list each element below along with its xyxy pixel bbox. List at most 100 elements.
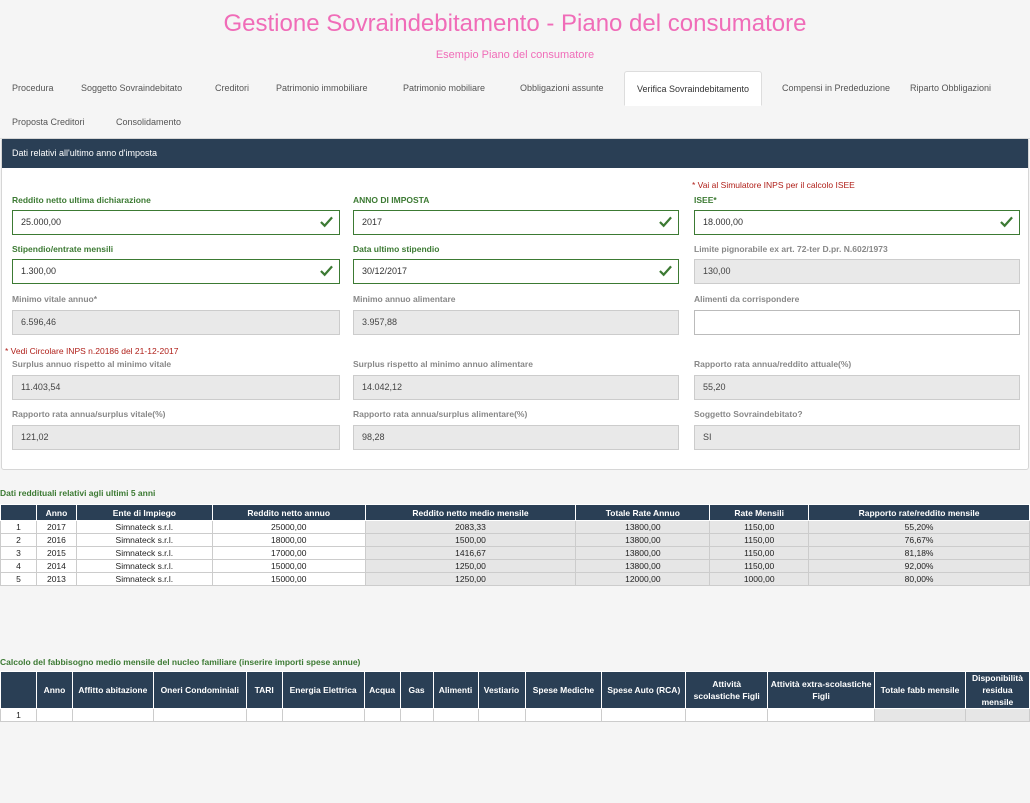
surplus-alimentare-field: 14.042,12: [353, 375, 679, 400]
check-icon: [1000, 216, 1013, 228]
table-input-cell[interactable]: [245, 708, 283, 722]
table-input-cell[interactable]: [71, 708, 154, 722]
table-cell: [964, 708, 1030, 722]
tab-procedura[interactable]: Procedura: [12, 83, 54, 93]
fabbisogno-section-title: Calcolo del fabbisogno medio mensile del…: [0, 657, 361, 667]
table-cell: 2017: [35, 520, 77, 534]
anno-imposta-input[interactable]: 2017: [353, 210, 679, 235]
check-icon: [659, 265, 672, 277]
table-cell: 25000,00: [211, 520, 366, 534]
tab-obbligazioni-assunte[interactable]: Obbligazioni assunte: [520, 83, 604, 93]
column-header: Gas: [399, 671, 434, 709]
table-cell: 2013: [35, 572, 77, 586]
column-header: Energia Elettrica: [281, 671, 365, 709]
tab-creditori[interactable]: Creditori: [215, 83, 250, 93]
table-cell: 13800,00: [575, 546, 711, 560]
table-input-cell[interactable]: [35, 708, 73, 722]
check-icon: [320, 216, 333, 228]
circolare-note-link[interactable]: * Vedi Circolare INPS n.20186 del 21-12-…: [5, 346, 179, 356]
panel-title: Dati relativi all'ultimo anno d'imposta: [2, 139, 1028, 168]
column-header: Acqua: [363, 671, 401, 709]
minimo-vitale-label: Minimo vitale annuo*: [12, 294, 98, 304]
column-header: Anno: [35, 504, 77, 521]
table-input-cell[interactable]: [432, 708, 479, 722]
tab-consolidamento[interactable]: Consolidamento: [116, 117, 182, 127]
column-header: Spese Mediche: [524, 671, 603, 709]
rapporto-vitale-label: Rapporto rata annua/surplus vitale(%): [12, 409, 166, 419]
table-input-cell[interactable]: [363, 708, 401, 722]
table-cell: 1150,00: [709, 546, 810, 560]
table-input-cell[interactable]: [601, 708, 687, 722]
limite-pignorabile-label: Limite pignorabile ex art. 72-ter D.pr. …: [694, 244, 888, 254]
table-cell: 92,00%: [808, 559, 1030, 573]
limite-pignorabile-field: 130,00: [694, 259, 1020, 284]
tab-proposta-creditori[interactable]: Proposta Creditori: [12, 117, 85, 127]
table-row: 4 2014 Simnateck s.r.l. 15000,00 1250,00 1380…: [0, 559, 1030, 573]
isee-input[interactable]: 18.000,00: [694, 210, 1020, 235]
tab-compensi-prededuzione[interactable]: Compensi in Prededuzione: [782, 83, 891, 93]
tab-patrimonio-mobiliare[interactable]: Patrimonio mobiliare: [403, 83, 486, 93]
column-header: Attività extra-scolastiche Figli: [767, 671, 876, 709]
isee-note-link[interactable]: * Vai al Simulatore INPS per il calcolo …: [692, 180, 855, 190]
column-header: Vestiario: [477, 671, 526, 709]
table-input-cell[interactable]: [685, 708, 769, 722]
table-cell: 55,20%: [808, 520, 1030, 534]
reddito-netto-input[interactable]: 25.000,00: [12, 210, 340, 235]
table-row: 2 2016 Simnateck s.r.l. 18000,00 1500,00 1380…: [0, 533, 1030, 547]
table-input-cell[interactable]: [399, 708, 434, 722]
table-header-row: Anno Affitto abitazione Oneri Condominiali…: [0, 671, 1030, 709]
table-cell: 13800,00: [575, 533, 711, 547]
anno-imposta-label: ANNO DI IMPOSTA: [353, 195, 430, 205]
table-cell: 13800,00: [575, 520, 711, 534]
tab-patrimonio-immobiliare[interactable]: Patrimonio immobiliare: [276, 83, 368, 93]
table-cell: Simnateck s.r.l.: [75, 546, 213, 560]
column-header: Rate Mensili: [709, 504, 810, 521]
minimo-alimentare-field: 3.957,88: [353, 310, 679, 335]
table-cell: Simnateck s.r.l.: [75, 533, 213, 547]
anno-imposta-value: 2017: [362, 217, 383, 227]
column-header: Rapporto rate/reddito mensile: [808, 504, 1030, 521]
tab-riparto-obbligazioni[interactable]: Riparto Obbligazioni: [910, 83, 992, 93]
reddito-netto-label: Reddito netto ultima dichiarazione: [12, 195, 151, 205]
minimo-vitale-field: 6.596,46: [12, 310, 340, 335]
table-header-row: Anno Ente di Impiego Reddito netto annuo Re…: [0, 504, 1030, 521]
surplus-vitale-field: 11.403,54: [12, 375, 340, 400]
tab-soggetto-sovraindebitato[interactable]: Soggetto Sovraindebitato: [81, 83, 183, 93]
check-icon: [659, 216, 672, 228]
table-cell: 80,00%: [808, 572, 1030, 586]
table-cell: 1000,00: [709, 572, 810, 586]
table-cell: 15000,00: [211, 572, 366, 586]
column-header: Alimenti: [432, 671, 479, 709]
data-stipendio-input[interactable]: 30/12/2017: [353, 259, 679, 284]
surplus-alimentare-label: Surplus rispetto al minimo annuo aliment…: [353, 359, 533, 369]
table-cell: 1250,00: [364, 572, 577, 586]
table-cell: 2: [0, 533, 37, 547]
table-cell: 2014: [35, 559, 77, 573]
column-header: [0, 671, 37, 709]
table-input-cell[interactable]: [524, 708, 603, 722]
column-header: Totale Rate Annuo: [575, 504, 711, 521]
alimenti-input[interactable]: [694, 310, 1020, 335]
table-cell: 1: [0, 520, 37, 534]
table-cell: Simnateck s.r.l.: [75, 520, 213, 534]
data-stipendio-value: 30/12/2017: [362, 266, 408, 276]
verifica-panel: Dati relativi all'ultimo anno d'imposta …: [1, 138, 1029, 470]
column-header: Attività scolastiche Figli: [685, 671, 769, 709]
table-input-cell[interactable]: [281, 708, 365, 722]
table-input-cell[interactable]: [767, 708, 876, 722]
table-row: 1: [0, 708, 1030, 722]
isee-value: 18.000,00: [703, 217, 744, 227]
tab-verifica-sovraindebitamento[interactable]: Verifica Sovraindebitamento: [624, 71, 763, 106]
table-input-cell[interactable]: [477, 708, 526, 722]
table-row: 5 2013 Simnateck s.r.l. 15000,00 1250,00 1200…: [0, 572, 1030, 586]
table-row: 1 2017 Simnateck s.r.l. 25000,00 2083,33 1380…: [0, 520, 1030, 534]
table-cell: 13800,00: [575, 559, 711, 573]
isee-label: ISEE*: [694, 195, 717, 205]
stipendio-input[interactable]: 1.300,00: [12, 259, 340, 284]
rapporto-alimentare-label: Rapporto rata annua/surplus alimentare(%…: [353, 409, 528, 419]
column-header: Oneri Condominiali: [152, 671, 247, 709]
column-header: Spese Auto (RCA): [601, 671, 687, 709]
reddituali-body: 1 2017 Simnateck s.r.l. 25000,00 2083,33 1380…: [0, 520, 1030, 586]
table-input-cell[interactable]: [152, 708, 247, 722]
